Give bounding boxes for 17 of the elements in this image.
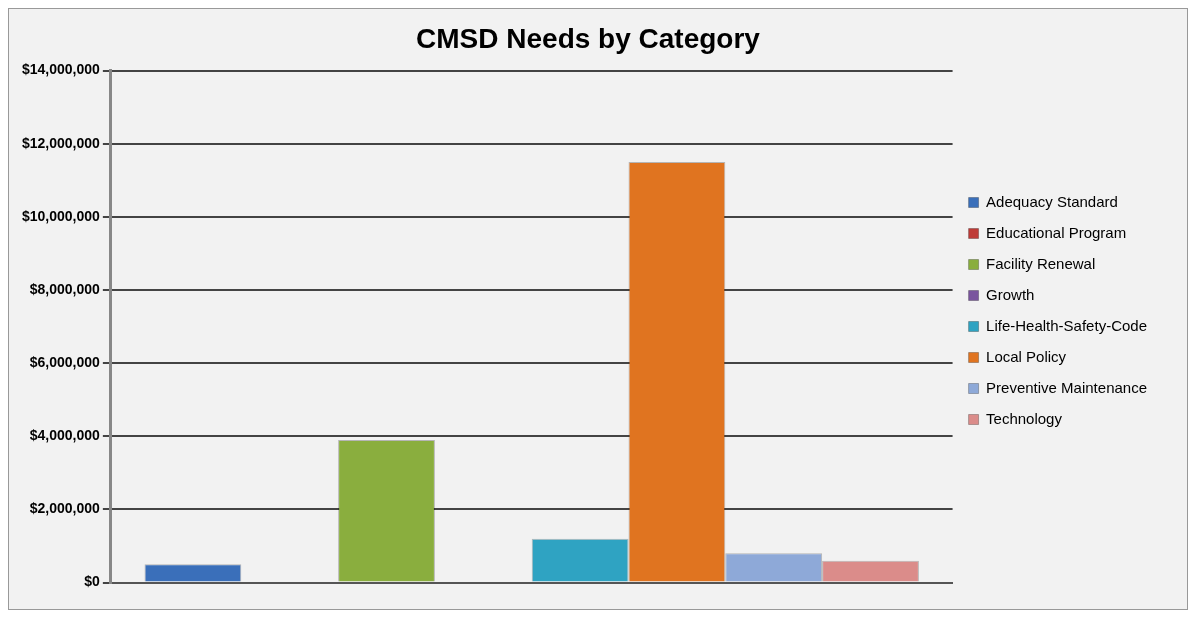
y-tick-label: $8,000,000 [29, 280, 101, 297]
y-tick-label: $6,000,000 [29, 354, 101, 371]
legend-label: Life-Health-Safety-Code [986, 316, 1147, 334]
y-tick-label: $2,000,000 [29, 500, 101, 517]
chart-title: CMSD Needs by Category [416, 22, 761, 54]
legend-label: Adequacy Standard [986, 192, 1118, 210]
y-tick-label: $10,000,000 [22, 207, 101, 224]
legend-label: Facility Renewal [986, 254, 1096, 272]
legend-label: Local Policy [986, 347, 1067, 365]
y-tick-label: $4,000,000 [29, 427, 101, 444]
y-tick-label: $12,000,000 [22, 134, 101, 151]
y-tick-label: $14,000,000 [22, 61, 101, 78]
legend-label: Technology [986, 409, 1063, 427]
y-tick-label: $0 [84, 573, 101, 590]
legend-label: Educational Program [986, 223, 1127, 241]
legend-label: Preventive Maintenance [986, 378, 1148, 396]
legend-label: Growth [986, 285, 1035, 303]
